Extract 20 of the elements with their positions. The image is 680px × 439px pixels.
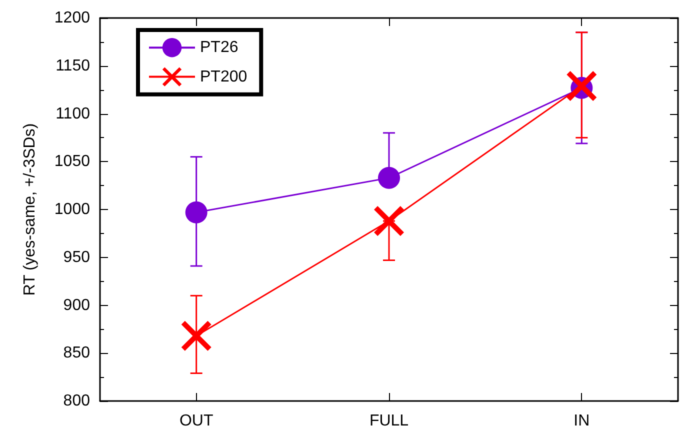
y-tick-label: 1100 [56, 105, 90, 122]
point [374, 206, 404, 236]
point [181, 320, 212, 351]
y-tick-label: 1200 [54, 10, 90, 26]
point [378, 166, 400, 189]
y-tick-label: 950 [63, 248, 90, 266]
point [185, 201, 208, 224]
y-axis-title: RT (yes-same, +/-3SDs) [22, 123, 38, 296]
legend-label: PT26 [200, 39, 238, 56]
x-tick-label: IN [574, 412, 590, 430]
legend-label: PT200 [200, 68, 248, 86]
point [566, 70, 597, 101]
y-tick-label: 900 [63, 296, 90, 314]
x-tick-label: FULL [369, 412, 409, 430]
x-tick-label: OUT [179, 412, 214, 430]
y-tick-label: 1000 [54, 201, 90, 218]
y-tick-label: 800 [63, 392, 90, 410]
y-tick-label: 850 [63, 344, 90, 362]
y-tick-label: 1150 [56, 57, 90, 74]
y-tick-label: 1050 [54, 153, 90, 170]
